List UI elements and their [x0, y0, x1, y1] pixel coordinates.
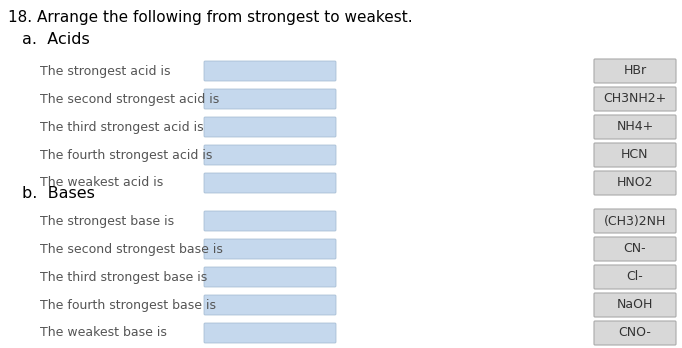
- FancyBboxPatch shape: [204, 211, 336, 231]
- FancyBboxPatch shape: [594, 209, 676, 233]
- FancyBboxPatch shape: [594, 171, 676, 195]
- FancyBboxPatch shape: [204, 145, 336, 165]
- Text: The third strongest base is: The third strongest base is: [40, 270, 207, 284]
- Text: The strongest acid is: The strongest acid is: [40, 64, 170, 78]
- Text: The weakest base is: The weakest base is: [40, 326, 167, 340]
- Text: The second strongest base is: The second strongest base is: [40, 243, 223, 255]
- FancyBboxPatch shape: [204, 61, 336, 81]
- Text: Cl-: Cl-: [627, 270, 643, 284]
- FancyBboxPatch shape: [594, 143, 676, 167]
- FancyBboxPatch shape: [594, 59, 676, 83]
- Text: CH3NH2+: CH3NH2+: [604, 93, 666, 105]
- FancyBboxPatch shape: [204, 323, 336, 343]
- Text: The third strongest acid is: The third strongest acid is: [40, 120, 204, 134]
- Text: The fourth strongest base is: The fourth strongest base is: [40, 299, 216, 311]
- Text: The strongest base is: The strongest base is: [40, 214, 174, 228]
- FancyBboxPatch shape: [594, 115, 676, 139]
- FancyBboxPatch shape: [204, 117, 336, 137]
- FancyBboxPatch shape: [204, 239, 336, 259]
- FancyBboxPatch shape: [204, 173, 336, 193]
- FancyBboxPatch shape: [594, 293, 676, 317]
- Text: CNO-: CNO-: [619, 326, 651, 340]
- Text: The fourth strongest acid is: The fourth strongest acid is: [40, 149, 212, 161]
- Text: HCN: HCN: [621, 149, 649, 161]
- Text: 18. Arrange the following from strongest to weakest.: 18. Arrange the following from strongest…: [8, 10, 413, 25]
- FancyBboxPatch shape: [594, 87, 676, 111]
- Text: The second strongest acid is: The second strongest acid is: [40, 93, 219, 105]
- FancyBboxPatch shape: [594, 321, 676, 345]
- Text: HNO2: HNO2: [617, 176, 653, 190]
- Text: NaOH: NaOH: [617, 299, 653, 311]
- Text: a.  Acids: a. Acids: [22, 32, 90, 47]
- Text: The weakest acid is: The weakest acid is: [40, 176, 163, 190]
- Text: (CH3)2NH: (CH3)2NH: [604, 214, 666, 228]
- FancyBboxPatch shape: [204, 89, 336, 109]
- Text: b.  Bases: b. Bases: [22, 186, 95, 201]
- Text: HBr: HBr: [623, 64, 647, 78]
- Text: CN-: CN-: [623, 243, 647, 255]
- Text: NH4+: NH4+: [617, 120, 653, 134]
- FancyBboxPatch shape: [594, 237, 676, 261]
- FancyBboxPatch shape: [594, 265, 676, 289]
- FancyBboxPatch shape: [204, 267, 336, 287]
- FancyBboxPatch shape: [204, 295, 336, 315]
